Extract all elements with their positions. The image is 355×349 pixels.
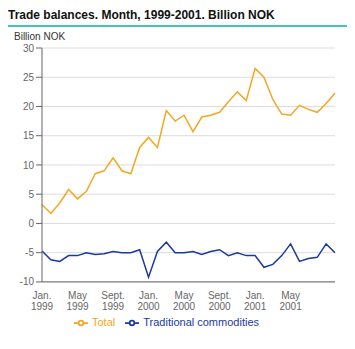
svg-text:-10: -10 — [20, 276, 35, 287]
svg-text:0: 0 — [28, 218, 34, 229]
html-text:Trade balances. Month, 1999-20: Trade balances. Month, 1999-2001. Billio… — [8, 8, 275, 22]
svg-text:Jan.2000: Jan.2000 — [137, 290, 160, 313]
svg-text:30: 30 — [23, 43, 35, 54]
svg-text:25: 25 — [23, 72, 35, 83]
svg-text:15: 15 — [23, 130, 35, 141]
svg-text:10: 10 — [23, 160, 35, 171]
svg-text:5: 5 — [28, 189, 34, 200]
svg-text:Sept.2000: Sept.2000 — [208, 290, 231, 313]
svg-text:Sept.1999: Sept.1999 — [101, 290, 124, 313]
svg-text:-5: -5 — [25, 247, 34, 258]
html-text:Billion NOK: Billion NOK — [14, 31, 66, 42]
svg-text:20: 20 — [23, 101, 35, 112]
html-text:Traditional commodities: Traditional commodities — [143, 315, 259, 328]
svg-text:Jan.1999: Jan.1999 — [31, 290, 54, 313]
svg-text:May2001: May2001 — [279, 290, 302, 313]
svg-text:May2000: May2000 — [173, 290, 196, 313]
svg-text:Jan.2001: Jan.2001 — [244, 290, 267, 313]
html-text:Total: Total — [92, 315, 116, 328]
svg-text:May1999: May1999 — [66, 290, 89, 313]
